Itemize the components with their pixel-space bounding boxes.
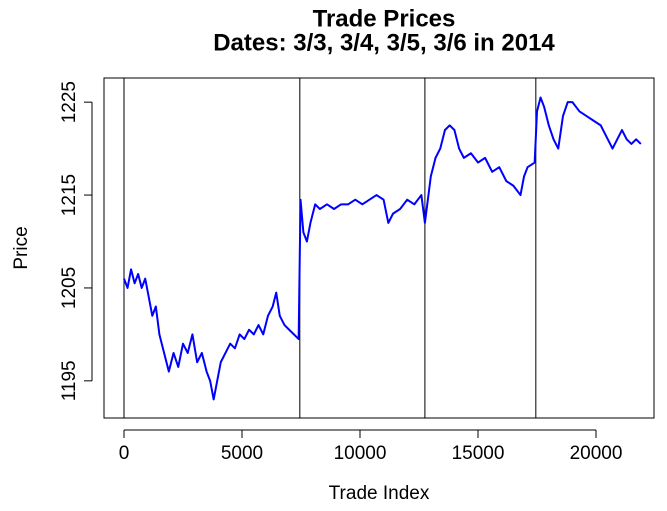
- plot-box: [103, 77, 655, 419]
- price-line: [123, 96, 642, 401]
- x-tick-label: 5000: [221, 443, 263, 464]
- y-tick-label: 1195: [59, 360, 80, 401]
- x-axis-label: Trade Index: [329, 483, 430, 504]
- x-tick-label: 20000: [570, 443, 623, 464]
- y-tick-label: 1205: [59, 267, 80, 309]
- y-tick-label: 1215: [59, 174, 80, 216]
- chart-title: Trade Prices: [313, 5, 456, 32]
- chart-subtitle: Dates: 3/3, 3/4, 3/5, 3/6 in 2014: [213, 29, 555, 56]
- y-axis-label: Price: [11, 226, 32, 269]
- x-tick-label: 10000: [334, 443, 387, 464]
- x-tick-label: 0: [119, 443, 130, 464]
- x-tick-label: 15000: [452, 443, 505, 464]
- y-tick-label: 1225: [59, 81, 80, 123]
